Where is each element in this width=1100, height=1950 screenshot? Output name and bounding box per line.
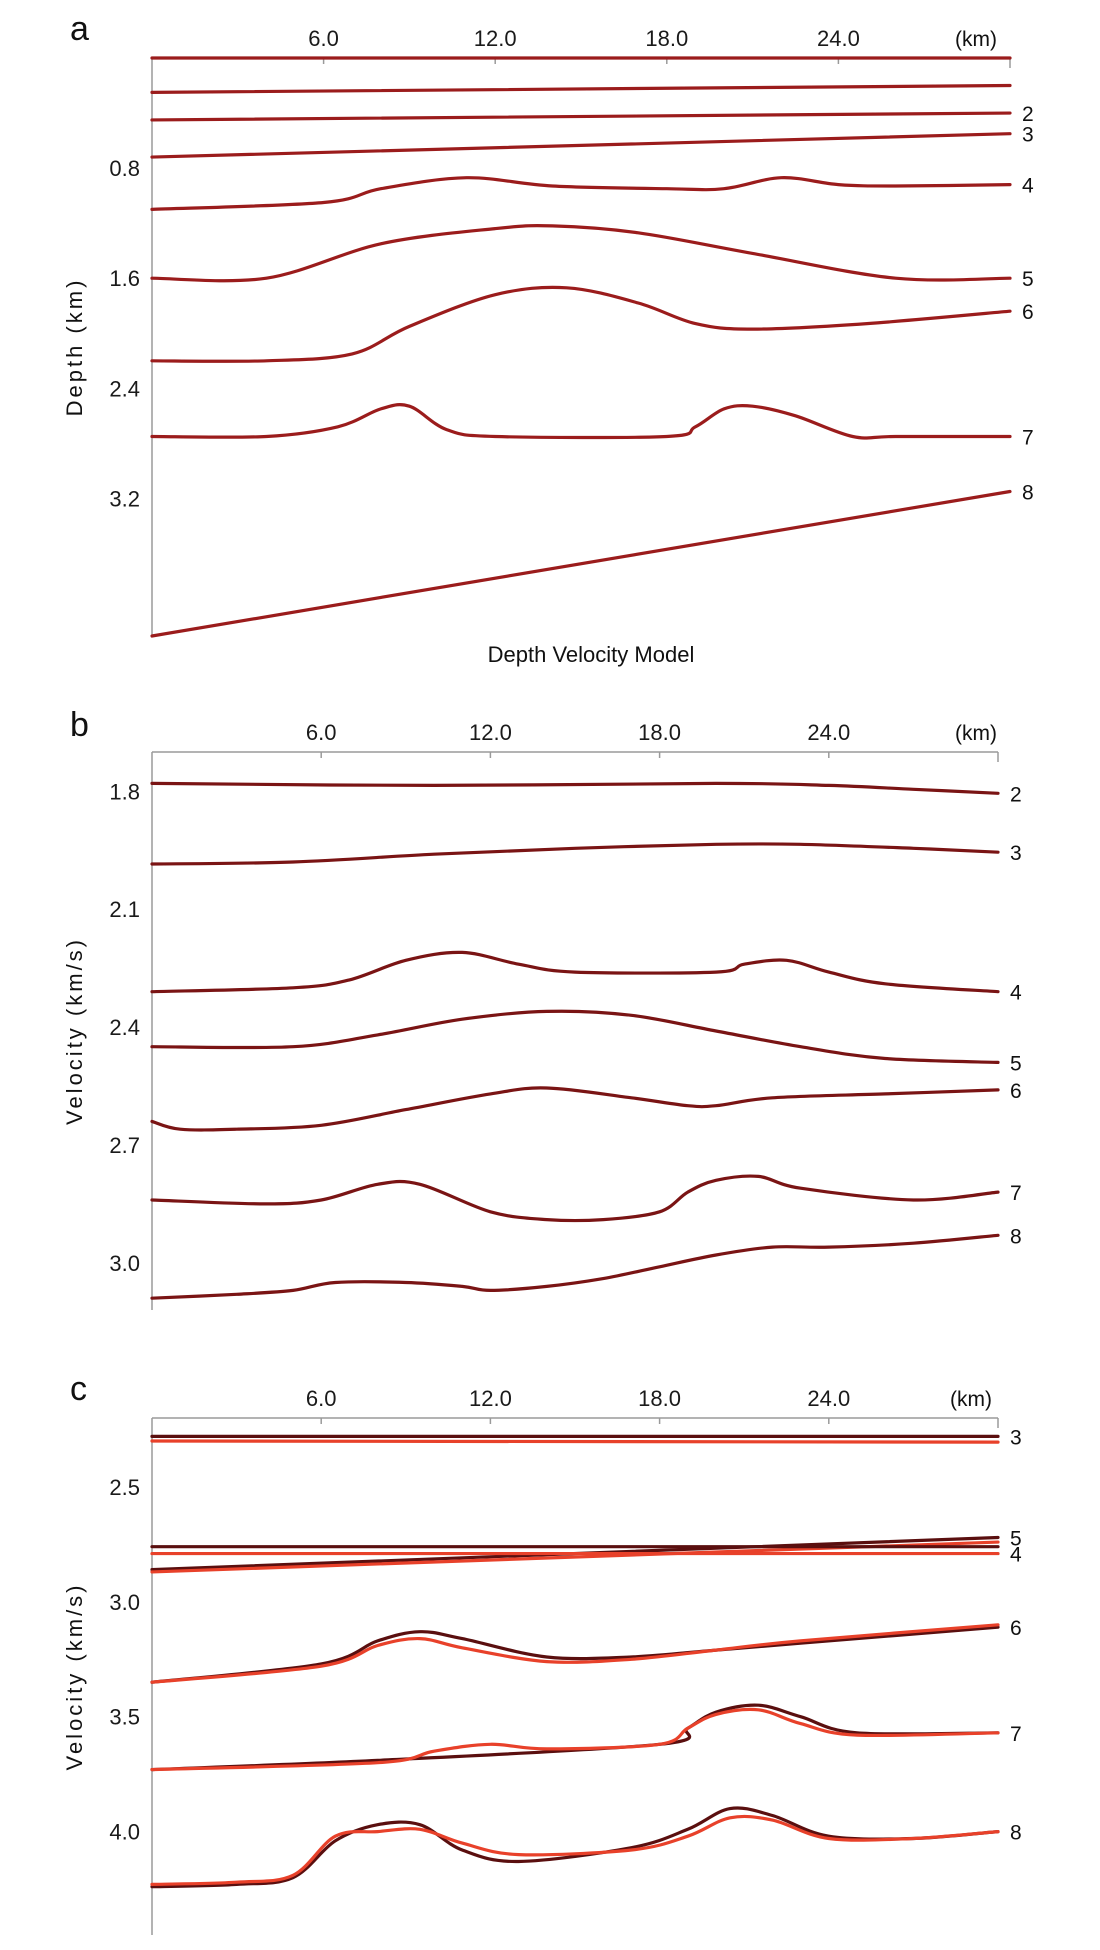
y-tick-label: 2.4 (109, 376, 140, 401)
series-line-9 (150, 489, 1012, 638)
x-tick-label: 12.0 (469, 720, 512, 745)
y-tick-label: 1.8 (109, 779, 140, 804)
y-tick-label: 3.5 (109, 1705, 140, 1730)
x-axis-unit: (km) (955, 28, 997, 51)
layer-label: 6 (1022, 301, 1034, 324)
x-tick-label: 6.0 (306, 1386, 337, 1411)
x-tick-label: 12.0 (469, 1386, 512, 1411)
layer-label: 2 (1010, 783, 1022, 806)
series-line-2 (150, 83, 1012, 95)
series-line-10 (150, 1707, 1000, 1772)
series-line-2 (150, 1439, 1000, 1444)
y-axis-label: Depth (km) (62, 278, 87, 417)
series-line-8 (150, 1623, 1000, 1684)
series-line-4 (150, 132, 1012, 159)
layer-label: 7 (1010, 1723, 1022, 1746)
y-tick-label: 2.5 (109, 1475, 140, 1500)
series-line-1 (150, 781, 1000, 795)
panel-c: c 6.0 12.0 18.0 24.0 (km) 2.5 3.0 3.5 4.0 Velocity… (62, 1370, 1022, 1935)
series-line-6 (150, 1174, 1000, 1223)
panel-a: a 6.0 12.0 18.0 24.0 (km) 0.8 1.6 2.4 3.2 Depth (k… (62, 10, 1034, 667)
y-axis-label: Velocity (km/s) (62, 1582, 87, 1770)
panel-b: b 6.0 12.0 18.0 24.0 (km) 1.8 2.1 2.4 2.7 3.0 Veloc… (62, 706, 1022, 1310)
y-tick-label: 2.4 (109, 1015, 140, 1040)
series-line-7 (150, 1233, 1000, 1300)
series-line-12 (150, 1814, 1000, 1886)
panel-letter: c (70, 1370, 87, 1408)
y-tick-label: 0.8 (109, 156, 140, 181)
layer-label: 4 (1010, 1544, 1022, 1567)
layer-label: 3 (1010, 1426, 1022, 1449)
layer-label: 5 (1010, 1527, 1022, 1550)
x-axis-unit: (km) (955, 722, 997, 745)
y-tick-label: 3.0 (109, 1590, 140, 1615)
y-tick-label: 2.7 (109, 1133, 140, 1158)
series-line-9 (150, 1703, 1000, 1772)
layer-label: 4 (1010, 982, 1022, 1005)
series-line-7 (150, 1625, 1000, 1684)
y-tick-label: 1.6 (109, 266, 140, 291)
x-tick-label: 12.0 (474, 26, 517, 51)
y-axis-label: Velocity (km/s) (62, 937, 87, 1125)
series-line-7 (150, 285, 1012, 363)
y-tick-label: 4.0 (109, 1820, 140, 1845)
series-line-5 (150, 176, 1012, 211)
layer-label: 3 (1010, 842, 1022, 865)
series-line-6 (150, 224, 1012, 283)
x-tick-label: 18.0 (645, 26, 688, 51)
panel-letter: a (70, 10, 89, 48)
layer-label: 7 (1010, 1182, 1022, 1205)
layer-label: 6 (1010, 1617, 1022, 1640)
layer-label: 5 (1022, 268, 1034, 291)
layer-label: 8 (1022, 482, 1034, 505)
layer-label: 2 (1022, 103, 1034, 126)
chart-caption: Depth Velocity Model (488, 642, 695, 667)
x-tick-label: 24.0 (807, 720, 850, 745)
series-line-2 (150, 842, 1000, 866)
layer-label: 3 (1022, 124, 1034, 147)
series-line-3 (150, 111, 1012, 122)
layer-label: 7 (1022, 426, 1034, 449)
y-tick-label: 2.1 (109, 897, 140, 922)
layer-label: 6 (1010, 1080, 1022, 1103)
x-axis-unit: (km) (950, 1388, 992, 1411)
x-tick-label: 6.0 (308, 26, 339, 51)
series-line-3 (150, 950, 1000, 994)
layer-label: 5 (1010, 1052, 1022, 1075)
layer-label: 4 (1022, 175, 1034, 198)
x-tick-label: 24.0 (817, 26, 860, 51)
layer-label: 8 (1010, 1225, 1022, 1248)
x-tick-label: 6.0 (306, 720, 337, 745)
series-line-4 (150, 1009, 1000, 1064)
x-tick-label: 18.0 (638, 720, 681, 745)
x-tick-label: 24.0 (807, 1386, 850, 1411)
x-tick-label: 18.0 (638, 1386, 681, 1411)
y-tick-label: 3.0 (109, 1251, 140, 1276)
layer-label: 8 (1010, 1822, 1022, 1845)
y-tick-label: 3.2 (109, 486, 140, 511)
panel-letter: b (70, 706, 89, 744)
series-line-8 (150, 403, 1012, 440)
series-line-11 (150, 1806, 1000, 1889)
series-line-5 (150, 1086, 1000, 1132)
